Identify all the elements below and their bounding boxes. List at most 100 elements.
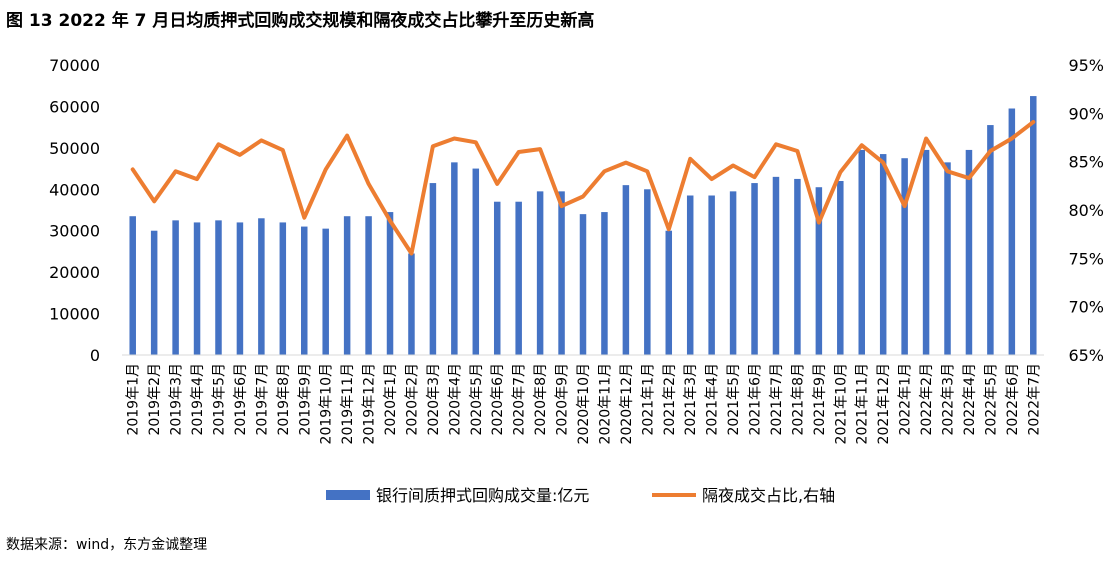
bar [686, 195, 694, 355]
bar [236, 222, 244, 355]
left-tick-label: 30000 [49, 222, 100, 241]
x-tick-label: 2020年10月 [576, 363, 592, 444]
x-tick-label: 2021年4月 [705, 363, 721, 436]
bar [644, 189, 651, 355]
x-tick-label: 2019年9月 [297, 363, 313, 436]
bar [837, 181, 844, 355]
left-tick-label: 20000 [49, 263, 100, 282]
bar [215, 220, 222, 355]
bar [987, 125, 994, 355]
left-axis: 0 10000 20000 30000 40000 50000 60000 70000 [49, 56, 100, 365]
left-tick-label: 70000 [49, 56, 100, 75]
bar [536, 191, 544, 355]
bar [729, 191, 737, 355]
bar [258, 218, 265, 355]
bar [965, 149, 973, 355]
bar [408, 253, 415, 355]
bar [343, 216, 351, 355]
x-tick-label: 2020年11月 [597, 363, 613, 444]
bar [150, 230, 158, 355]
bar [901, 158, 908, 355]
x-tick-label: 2019年10月 [319, 363, 335, 444]
x-tick-label: 2021年12月 [876, 363, 892, 444]
x-tick-label: 2019年7月 [254, 363, 270, 436]
legend-swatch-bar [326, 490, 370, 500]
x-tick-label: 2022年5月 [983, 363, 999, 436]
bar [129, 216, 136, 355]
legend-label-bar: 银行间质押式回购成交量:亿元 [376, 486, 589, 505]
x-tick-label: 2021年1月 [640, 363, 656, 436]
right-tick-label: 75% [1068, 249, 1104, 268]
bar [665, 230, 673, 355]
x-tick-label: 2020年8月 [533, 363, 549, 436]
bar [922, 149, 930, 355]
bar-series [129, 96, 1037, 356]
x-tick-label: 2021年11月 [855, 363, 871, 444]
bar [365, 216, 372, 355]
left-tick-label: 10000 [49, 305, 100, 324]
right-tick-label: 70% [1068, 298, 1104, 317]
bar [858, 149, 865, 355]
x-tick-label: 2022年1月 [898, 363, 914, 436]
bar [193, 222, 201, 355]
source-note: 数据来源：wind，东方金诚整理 [6, 537, 208, 553]
bar [429, 183, 437, 355]
left-tick-label: 60000 [49, 97, 100, 116]
legend-label-line: 隔夜成交占比,右轴 [702, 486, 835, 505]
x-tick-label: 2019年4月 [190, 363, 206, 436]
x-tick-label: 2020年4月 [447, 363, 463, 436]
x-tick-label: 2021年5月 [726, 363, 742, 436]
bar [772, 176, 780, 355]
bar [451, 162, 458, 355]
right-tick-label: 85% [1068, 153, 1104, 172]
x-tick-label: 2022年2月 [919, 363, 935, 436]
left-tick-label: 0 [90, 346, 100, 365]
x-tick-label: 2019年2月 [147, 363, 163, 436]
x-tick-label: 2020年2月 [405, 363, 421, 436]
x-tick-label: 2019年3月 [169, 363, 185, 436]
bar [301, 226, 308, 355]
bar [386, 212, 394, 355]
line-series-overnight-ratio [130, 120, 1036, 256]
bar [601, 212, 608, 355]
right-tick-label: 95% [1068, 56, 1104, 75]
x-tick-label: 2019年5月 [212, 363, 228, 436]
bar [493, 201, 501, 355]
bar [622, 185, 630, 355]
right-axis: 65% 70% 75% 80% 85% 90% 95% [1068, 56, 1104, 365]
legend: 银行间质押式回购成交量:亿元 隔夜成交占比,右轴 [326, 486, 835, 505]
right-tick-label: 65% [1068, 346, 1104, 365]
bar [815, 187, 823, 355]
x-tick-label: 2021年9月 [812, 363, 828, 436]
left-tick-label: 40000 [49, 180, 100, 199]
bar [879, 154, 887, 355]
right-tick-label: 80% [1068, 201, 1104, 220]
bar [515, 201, 522, 355]
bar [751, 183, 758, 355]
bar [279, 222, 287, 355]
x-axis-labels: 2019年1月 2019年2月 2019年3月 2019年4月 2019年5月 2019年… [126, 363, 1043, 444]
x-tick-label: 2020年3月 [426, 363, 442, 436]
x-tick-label: 2019年1月 [126, 363, 142, 436]
x-tick-label: 2019年8月 [276, 363, 292, 436]
x-tick-label: 2021年10月 [833, 363, 849, 444]
bar [708, 195, 715, 355]
x-tick-label: 2021年2月 [662, 363, 678, 436]
bar [944, 162, 951, 355]
x-tick-label: 2019年12月 [362, 363, 378, 444]
bar [322, 228, 329, 355]
x-tick-label: 2020年5月 [469, 363, 485, 436]
x-tick-label: 2022年7月 [1026, 363, 1042, 436]
x-tick-label: 2020年7月 [512, 363, 528, 436]
x-tick-label: 2022年3月 [941, 363, 957, 436]
x-tick-label: 2020年1月 [383, 363, 399, 436]
x-tick-label: 2022年4月 [962, 363, 978, 436]
x-tick-label: 2020年6月 [490, 363, 506, 436]
x-tick-label: 2019年11月 [340, 363, 356, 444]
x-tick-label: 2022年6月 [1005, 363, 1021, 436]
x-tick-label: 2021年3月 [683, 363, 699, 436]
bar [172, 220, 179, 355]
x-tick-label: 2021年8月 [790, 363, 806, 436]
bar [1030, 96, 1037, 356]
